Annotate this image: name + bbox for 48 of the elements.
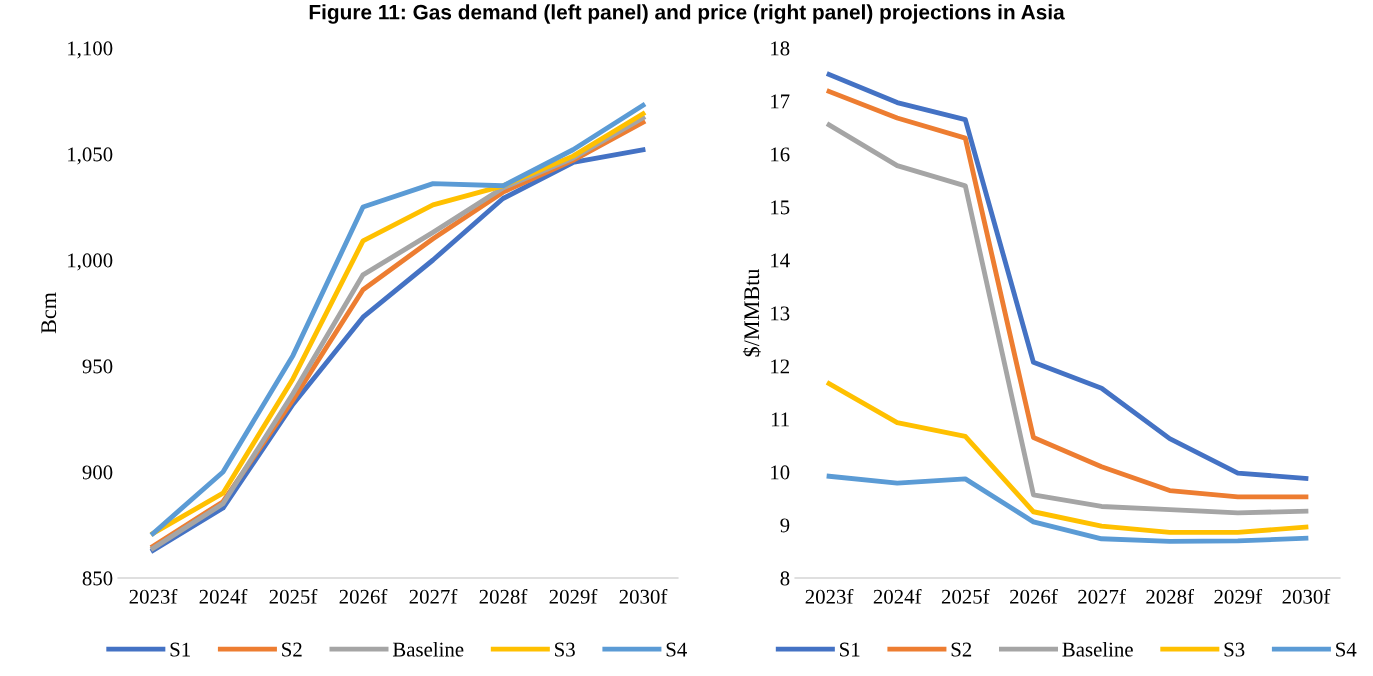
y-tick-label: 17 <box>771 94 790 109</box>
legend-label: S3 <box>555 642 575 657</box>
y-tick-label: 8 <box>780 571 790 586</box>
y-tick-label: 15 <box>771 200 790 215</box>
legend-label: S2 <box>282 642 302 657</box>
y-tick-label: 1,100 <box>68 41 113 59</box>
x-tick-label: 2030f <box>619 588 668 604</box>
y-tick-label: 850 <box>82 571 113 586</box>
legend-label: S4 <box>666 642 687 657</box>
legend-label: S1 <box>170 642 190 657</box>
x-tick-label: 2026f <box>1010 588 1058 604</box>
x-tick-label: 2030f <box>1282 588 1331 604</box>
x-tick-label: 2028f <box>479 588 528 604</box>
y-tick-label: 10 <box>771 465 790 480</box>
x-tick-label: 2027f <box>409 588 458 604</box>
y-tick-label: 950 <box>82 359 113 374</box>
y-axis-title: Bcm <box>41 292 57 334</box>
chart-title: Figure 11: Gas demand (left panel) and price (right panel) projections in Asia <box>309 4 1065 24</box>
x-tick-label: 2029f <box>1214 588 1263 604</box>
y-tick-label: 12 <box>771 359 789 374</box>
y-tick-label: 13 <box>771 306 790 321</box>
y-tick-label: 11 <box>771 412 789 427</box>
x-tick-label: 2024f <box>873 588 922 604</box>
line-series <box>826 381 1309 535</box>
line-series <box>826 473 1309 544</box>
y-tick-label: 900 <box>82 465 113 480</box>
legend-label: S1 <box>840 642 860 657</box>
x-tick-label: 2024f <box>199 588 248 604</box>
x-tick-label: 2029f <box>549 588 598 604</box>
x-tick-label: 2026f <box>339 588 388 604</box>
x-tick-label: 2027f <box>1078 588 1126 604</box>
legend-label: Baseline <box>392 641 464 657</box>
y-tick-label: 18 <box>771 41 790 56</box>
y-tick-label: 14 <box>771 253 790 268</box>
x-tick-label: 2025f <box>941 588 990 604</box>
x-tick-label: 2023f <box>805 588 854 604</box>
x-tick-label: 2025f <box>269 588 318 604</box>
x-tick-label: 2023f <box>129 588 178 604</box>
legend-label: Baseline <box>1062 641 1133 657</box>
legend-label: S4 <box>1336 642 1357 657</box>
y-tick-label: 1,000 <box>68 253 113 271</box>
legend-label: S3 <box>1224 642 1245 657</box>
y-tick-label: 16 <box>771 147 790 162</box>
y-tick-label: 1,050 <box>68 147 113 165</box>
y-tick-label: 9 <box>780 518 790 533</box>
legend-label: S2 <box>951 642 972 657</box>
y-axis-title: $/MMBtu <box>742 268 761 357</box>
x-tick-label: 2028f <box>1146 588 1194 604</box>
